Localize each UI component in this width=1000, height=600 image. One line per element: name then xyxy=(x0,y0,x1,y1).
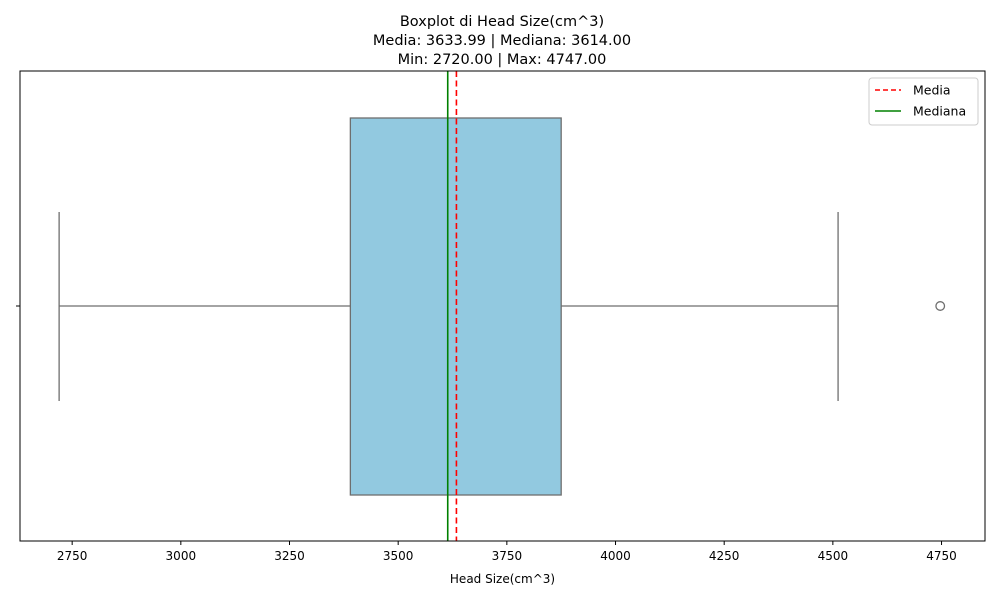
x-tick-label: 3000 xyxy=(166,549,197,563)
x-axis: 2750 3000 3250 3500 3750 4000 4250 4500 4750 xyxy=(57,541,957,563)
x-tick-label: 4750 xyxy=(926,549,957,563)
plot-area xyxy=(58,71,946,541)
chart-title-line: Boxplot di Head Size(cm^3) xyxy=(400,14,604,30)
outlier-point xyxy=(935,301,946,311)
x-tick-label: 4000 xyxy=(600,549,631,563)
legend: Media Mediana xyxy=(868,77,979,126)
legend-label-mediana: Mediana xyxy=(913,104,966,119)
x-tick-label: 4250 xyxy=(709,549,740,563)
legend-label-media: Media xyxy=(913,83,951,98)
x-tick-label: 3750 xyxy=(492,549,523,563)
chart-title-line: Media: 3633.99 | Mediana: 3614.00 xyxy=(373,33,631,49)
x-tick-label: 3500 xyxy=(383,549,414,563)
x-tick-label: 4500 xyxy=(818,549,849,563)
x-axis-label: Head Size(cm^3) xyxy=(450,572,555,586)
chart-title: Boxplot di Head Size(cm^3) Media: 3633.99… xyxy=(373,14,631,68)
x-tick-label: 2750 xyxy=(57,549,88,563)
iqr-box xyxy=(349,117,562,496)
chart-title-line: Min: 2720.00 | Max: 4747.00 xyxy=(398,52,607,68)
x-tick-label: 3250 xyxy=(274,549,305,563)
legend-box xyxy=(868,77,979,126)
